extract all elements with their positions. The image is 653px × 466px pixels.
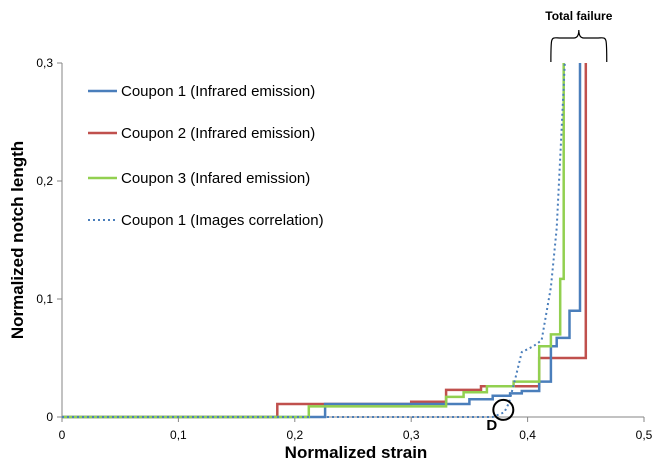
y-ticks: 0 0,1 0,2 0,3: [36, 56, 62, 424]
legend-label-3: Coupon 3 (Infared emission): [121, 170, 310, 187]
x-ticks: 0 0,1 0,2 0,3 0,4 0,5: [59, 417, 653, 442]
series-line-2: [62, 63, 588, 419]
x-tick-label: 0,2: [286, 428, 303, 442]
series-line-1: [62, 63, 582, 419]
plot-area: 0 0,1 0,2 0,3 0,4 0,5 0 0,1 0,2 0,3: [36, 56, 652, 442]
y-tick-label: 0,1: [36, 292, 53, 306]
y-tick-label: 0,2: [36, 174, 53, 188]
x-tick-label: 0,5: [636, 428, 653, 442]
series-line-3: [62, 63, 565, 419]
x-tick-label: 0: [59, 428, 66, 442]
total-failure-brace: [550, 29, 608, 63]
y-tick-label: 0: [46, 410, 53, 424]
total-failure-label: Total failure: [545, 9, 612, 23]
x-tick-label: 0,1: [170, 428, 187, 442]
legend-label-2: Coupon 2 (Infrared emission): [121, 125, 315, 142]
legend-label-1: Coupon 1 (Infrared emission): [121, 83, 315, 100]
annotation-d-label: D: [486, 417, 497, 434]
annotations: D Total failure: [486, 9, 612, 434]
x-axis-title: Normalized strain: [285, 443, 428, 462]
y-axis-title: Normalized notch length: [8, 141, 27, 339]
annotation-d-circle: [492, 398, 515, 421]
series-layer: [62, 62, 588, 419]
legend-label-4: Coupon 1 (Images correlation): [121, 212, 324, 229]
x-tick-label: 0,3: [403, 428, 420, 442]
series-line-4: [62, 62, 566, 418]
x-tick-label: 0,4: [519, 428, 536, 442]
legend: Coupon 1 (Infrared emission) Coupon 2 (In…: [88, 83, 324, 229]
y-tick-label: 0,3: [36, 56, 53, 70]
